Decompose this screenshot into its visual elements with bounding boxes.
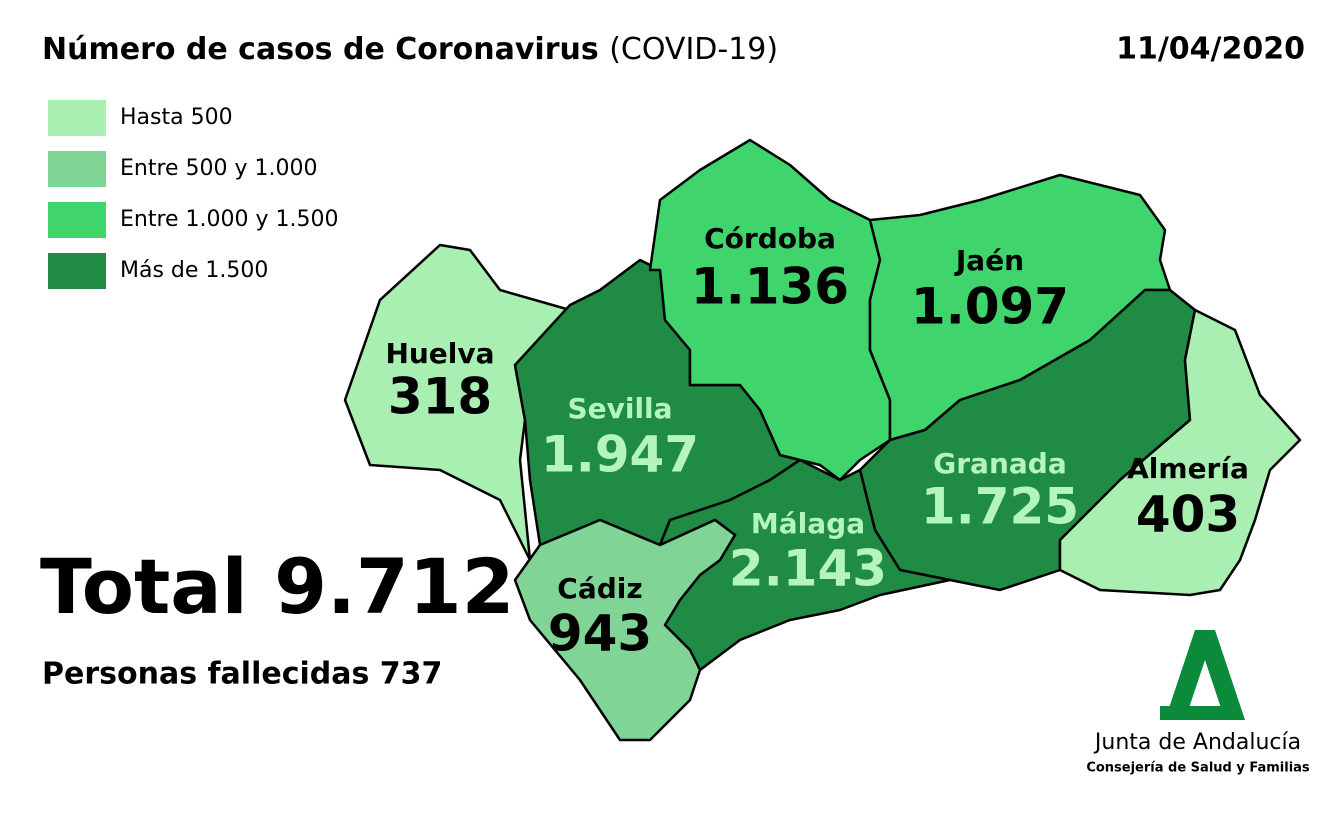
legend-swatch	[48, 151, 106, 187]
logo: Junta de Andalucía Consejería de Salud y…	[1086, 630, 1310, 776]
legend-label: Entre 1.000 y 1.500	[120, 207, 339, 232]
province-value: 403	[1136, 486, 1240, 544]
province-value: 2.143	[729, 540, 887, 598]
logo-mark	[1165, 630, 1245, 720]
legend-label: Entre 500 y 1.000	[120, 156, 318, 181]
province-name: Sevilla	[567, 392, 672, 425]
legend-swatch	[48, 202, 106, 238]
date: 11/04/2020	[1116, 32, 1305, 67]
logo-department: Consejería de Salud y Familias	[1086, 761, 1310, 776]
province-value: 1.136	[691, 258, 849, 316]
province-name: Cádiz	[557, 572, 642, 605]
legend: Hasta 500 Entre 500 y 1.000 Entre 1.000 y …	[48, 100, 339, 289]
legend-swatch	[48, 100, 106, 136]
title: Número de casos de Coronavirus (COVID-19…	[42, 32, 778, 67]
province-name: Almería	[1127, 452, 1249, 485]
province-value: 1.947	[541, 426, 699, 484]
total: Total 9.712	[40, 542, 514, 631]
province-name: Jaén	[954, 244, 1024, 277]
province-name: Granada	[933, 447, 1066, 480]
province-name: Córdoba	[704, 222, 836, 255]
title-suffix: (COVID-19)	[609, 32, 778, 67]
province-name: Huelva	[385, 337, 494, 370]
province-value: 318	[388, 368, 492, 426]
title-main: Número de casos de Coronavirus	[42, 32, 599, 67]
map	[343, 138, 1302, 742]
province-shape	[513, 518, 737, 742]
legend-label: Más de 1.500	[120, 258, 268, 283]
province-shape	[1058, 308, 1302, 597]
province-value: 943	[548, 605, 652, 663]
province-shape	[343, 243, 572, 562]
logo-name: Junta de Andalucía	[1093, 730, 1301, 755]
province-value: 1.097	[911, 278, 1069, 336]
province-name: Málaga	[751, 507, 865, 540]
legend-label: Hasta 500	[120, 105, 233, 130]
legend-swatch	[48, 253, 106, 289]
province-value: 1.725	[921, 478, 1079, 536]
deaths: Personas fallecidas 737	[42, 657, 442, 692]
logo-bar	[1160, 706, 1240, 720]
